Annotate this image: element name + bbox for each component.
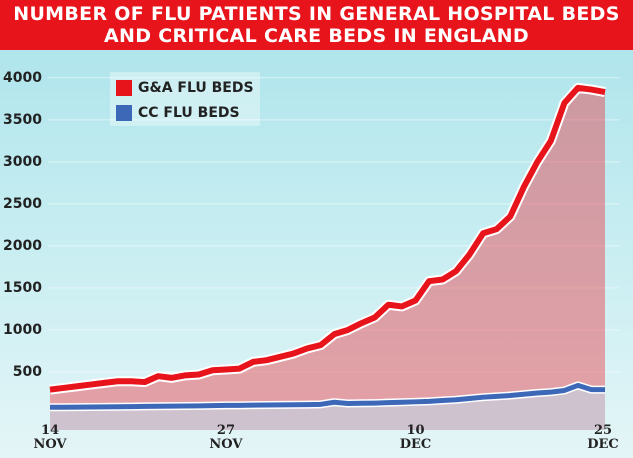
legend-label: G&A FLU BEDS <box>138 80 254 96</box>
y-tick-label: 4000 <box>3 70 42 86</box>
y-tick-label: 1000 <box>3 322 42 338</box>
chart-title: NUMBER OF FLU PATIENTS IN GENERAL HOSPIT… <box>0 0 633 50</box>
y-tick-label: 1500 <box>3 280 42 296</box>
x-tick-label: 14 NOV <box>33 423 67 452</box>
y-tick-label: 500 <box>13 364 42 380</box>
legend-swatch <box>116 105 132 121</box>
line <box>49 84 606 393</box>
area <box>50 385 605 430</box>
y-tick-label: 3500 <box>3 112 42 128</box>
y-tick-label: 2000 <box>3 238 42 254</box>
x-tick-label: 25 DEC <box>587 423 619 452</box>
legend-box <box>110 72 260 126</box>
line <box>50 382 605 410</box>
y-tick-label: 2500 <box>3 196 42 212</box>
legend-swatch <box>116 80 132 96</box>
x-tick-label: 27 NOV <box>209 423 243 452</box>
y-tick-label: 3000 <box>3 154 42 170</box>
area <box>50 87 605 431</box>
x-tick-label: 10 DEC <box>399 423 432 452</box>
legend-label: CC FLU BEDS <box>138 105 240 121</box>
